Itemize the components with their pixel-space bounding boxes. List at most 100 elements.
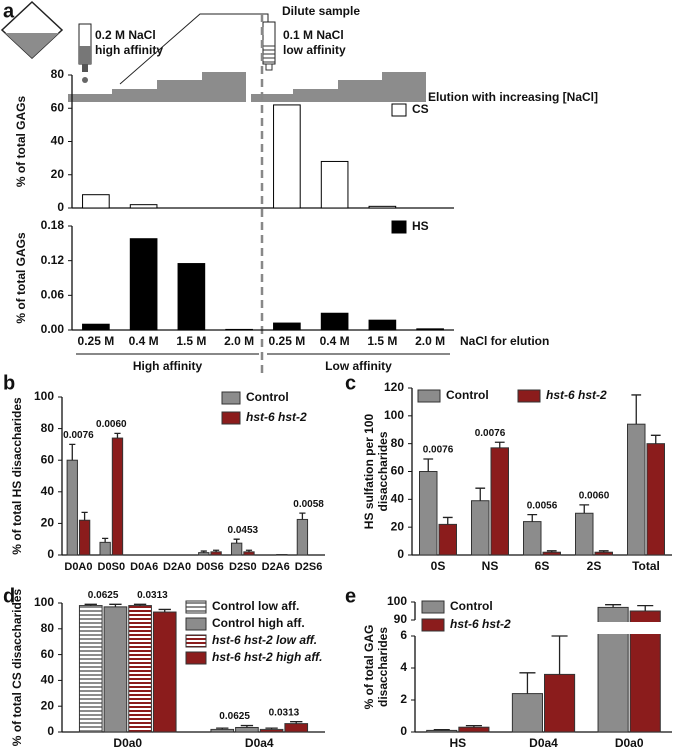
y-tick-label: 0 <box>57 200 64 214</box>
bar <box>99 541 111 556</box>
bar <box>284 723 309 733</box>
y-axis-label: % of total GAGs <box>14 232 28 324</box>
bar <box>426 729 458 733</box>
error-bar <box>299 512 306 520</box>
bar <box>210 728 235 733</box>
legend-label: Control <box>246 390 289 404</box>
error-bar <box>290 721 303 724</box>
x-tick-label: 0.25 M <box>269 334 306 348</box>
y-tick-label: 120 <box>384 380 404 394</box>
error-bar <box>109 603 122 607</box>
y-tick-label: 40 <box>51 134 65 148</box>
y-tick-label: 20 <box>51 167 65 181</box>
y-axis-label: HS sulfation per 100 <box>362 413 376 529</box>
legend-swatch <box>421 618 445 632</box>
panel-letter: d <box>3 585 15 607</box>
legend-swatch <box>421 600 445 614</box>
error-bar <box>605 604 622 608</box>
p-value: 0.0313 <box>269 707 300 718</box>
bar <box>210 551 222 556</box>
legend-swatch <box>221 411 241 425</box>
y-tick-label: 0.18 <box>41 218 65 232</box>
error-bar <box>233 538 240 544</box>
x-axis-label: NaCl for elution <box>460 334 549 348</box>
error-bar <box>551 635 568 675</box>
bar <box>544 673 576 733</box>
x-tick-label: D0A6 <box>130 561 158 573</box>
y-tick-label: 90 <box>394 612 408 626</box>
drop <box>82 77 88 83</box>
bar <box>230 542 243 556</box>
legend-label: Control high aff. <box>212 616 305 630</box>
bar <box>103 606 128 733</box>
y-tick-label: 60 <box>51 100 65 114</box>
y-tick-label: 0 <box>397 547 404 561</box>
p-value: 0.0313 <box>137 590 168 601</box>
y-tick-label: 80 <box>41 421 55 435</box>
error-bar <box>114 432 121 439</box>
bar <box>78 519 91 556</box>
bar <box>575 512 594 556</box>
error-bar <box>240 724 254 728</box>
x-tick-label: D0a0 <box>615 736 644 750</box>
annotation: 0.2 M NaCl <box>95 28 156 42</box>
annotation: 0.1 M NaCl <box>283 28 344 42</box>
x-tick-label: D2S6 <box>295 561 323 573</box>
bar <box>273 322 301 331</box>
p-value: 0.0060 <box>96 419 127 430</box>
p-value: 0.0076 <box>475 428 506 439</box>
y-axis-label: disaccharides <box>376 627 390 707</box>
annotation: low affinity <box>283 43 346 57</box>
legend-swatch <box>391 220 407 234</box>
y-tick-label: 40 <box>391 492 405 506</box>
bar <box>296 518 309 556</box>
bar <box>368 205 397 209</box>
legend-swatch <box>517 389 541 403</box>
y-tick-label: 0 <box>400 724 407 738</box>
error-bar <box>598 550 609 553</box>
bar <box>259 728 284 733</box>
legend-label: Control <box>450 599 493 613</box>
annotation: Dilute sample <box>282 4 360 18</box>
legend-label: hst-6 hst-2 <box>246 410 307 424</box>
y-tick-label: 20 <box>41 698 55 712</box>
panel-letter: a <box>3 0 15 22</box>
bar <box>225 328 253 331</box>
y-tick-label: 4 <box>400 660 407 674</box>
x-tick-label: D0a0 <box>113 736 142 750</box>
panel-letter: b <box>3 372 15 394</box>
x-tick-label: 0.25 M <box>78 334 115 348</box>
error-bar <box>650 434 661 444</box>
annotation: Elution with increasing [NaCl] <box>428 90 598 104</box>
y-tick-label: 100 <box>34 595 54 609</box>
error-bar <box>213 549 220 552</box>
y-tick-label: 100 <box>34 389 54 403</box>
p-value: 0.0060 <box>579 491 610 502</box>
legend-swatch <box>221 391 241 405</box>
p-value: 0.0625 <box>88 590 119 601</box>
y-tick-label: 80 <box>391 436 405 450</box>
bar <box>129 238 158 331</box>
x-tick-label: 6S <box>535 559 550 573</box>
bar <box>490 447 509 556</box>
group-label: High affinity <box>133 359 203 373</box>
error-bar <box>245 549 253 552</box>
legend-label: hst-6 hst-2 <box>450 617 511 631</box>
legend-swatch <box>391 103 407 117</box>
bar <box>198 552 210 556</box>
bar <box>458 726 490 733</box>
x-tick-label: 1.5 M <box>176 334 206 348</box>
y-tick-label: 60 <box>41 452 55 466</box>
bar <box>177 263 206 331</box>
column-resin <box>79 46 91 64</box>
y-tick-label: 2 <box>400 692 407 706</box>
error-bar <box>69 443 76 461</box>
error-bar <box>102 537 109 543</box>
bar <box>128 605 152 733</box>
legend-label: Control low aff. <box>212 599 299 613</box>
y-axis-label: % of total HS disaccharides <box>10 397 24 555</box>
bar <box>542 551 561 556</box>
legend-label: hst-6 hst-2 high aff. <box>212 650 322 664</box>
error-bar <box>433 728 450 731</box>
error-bar <box>637 604 654 611</box>
